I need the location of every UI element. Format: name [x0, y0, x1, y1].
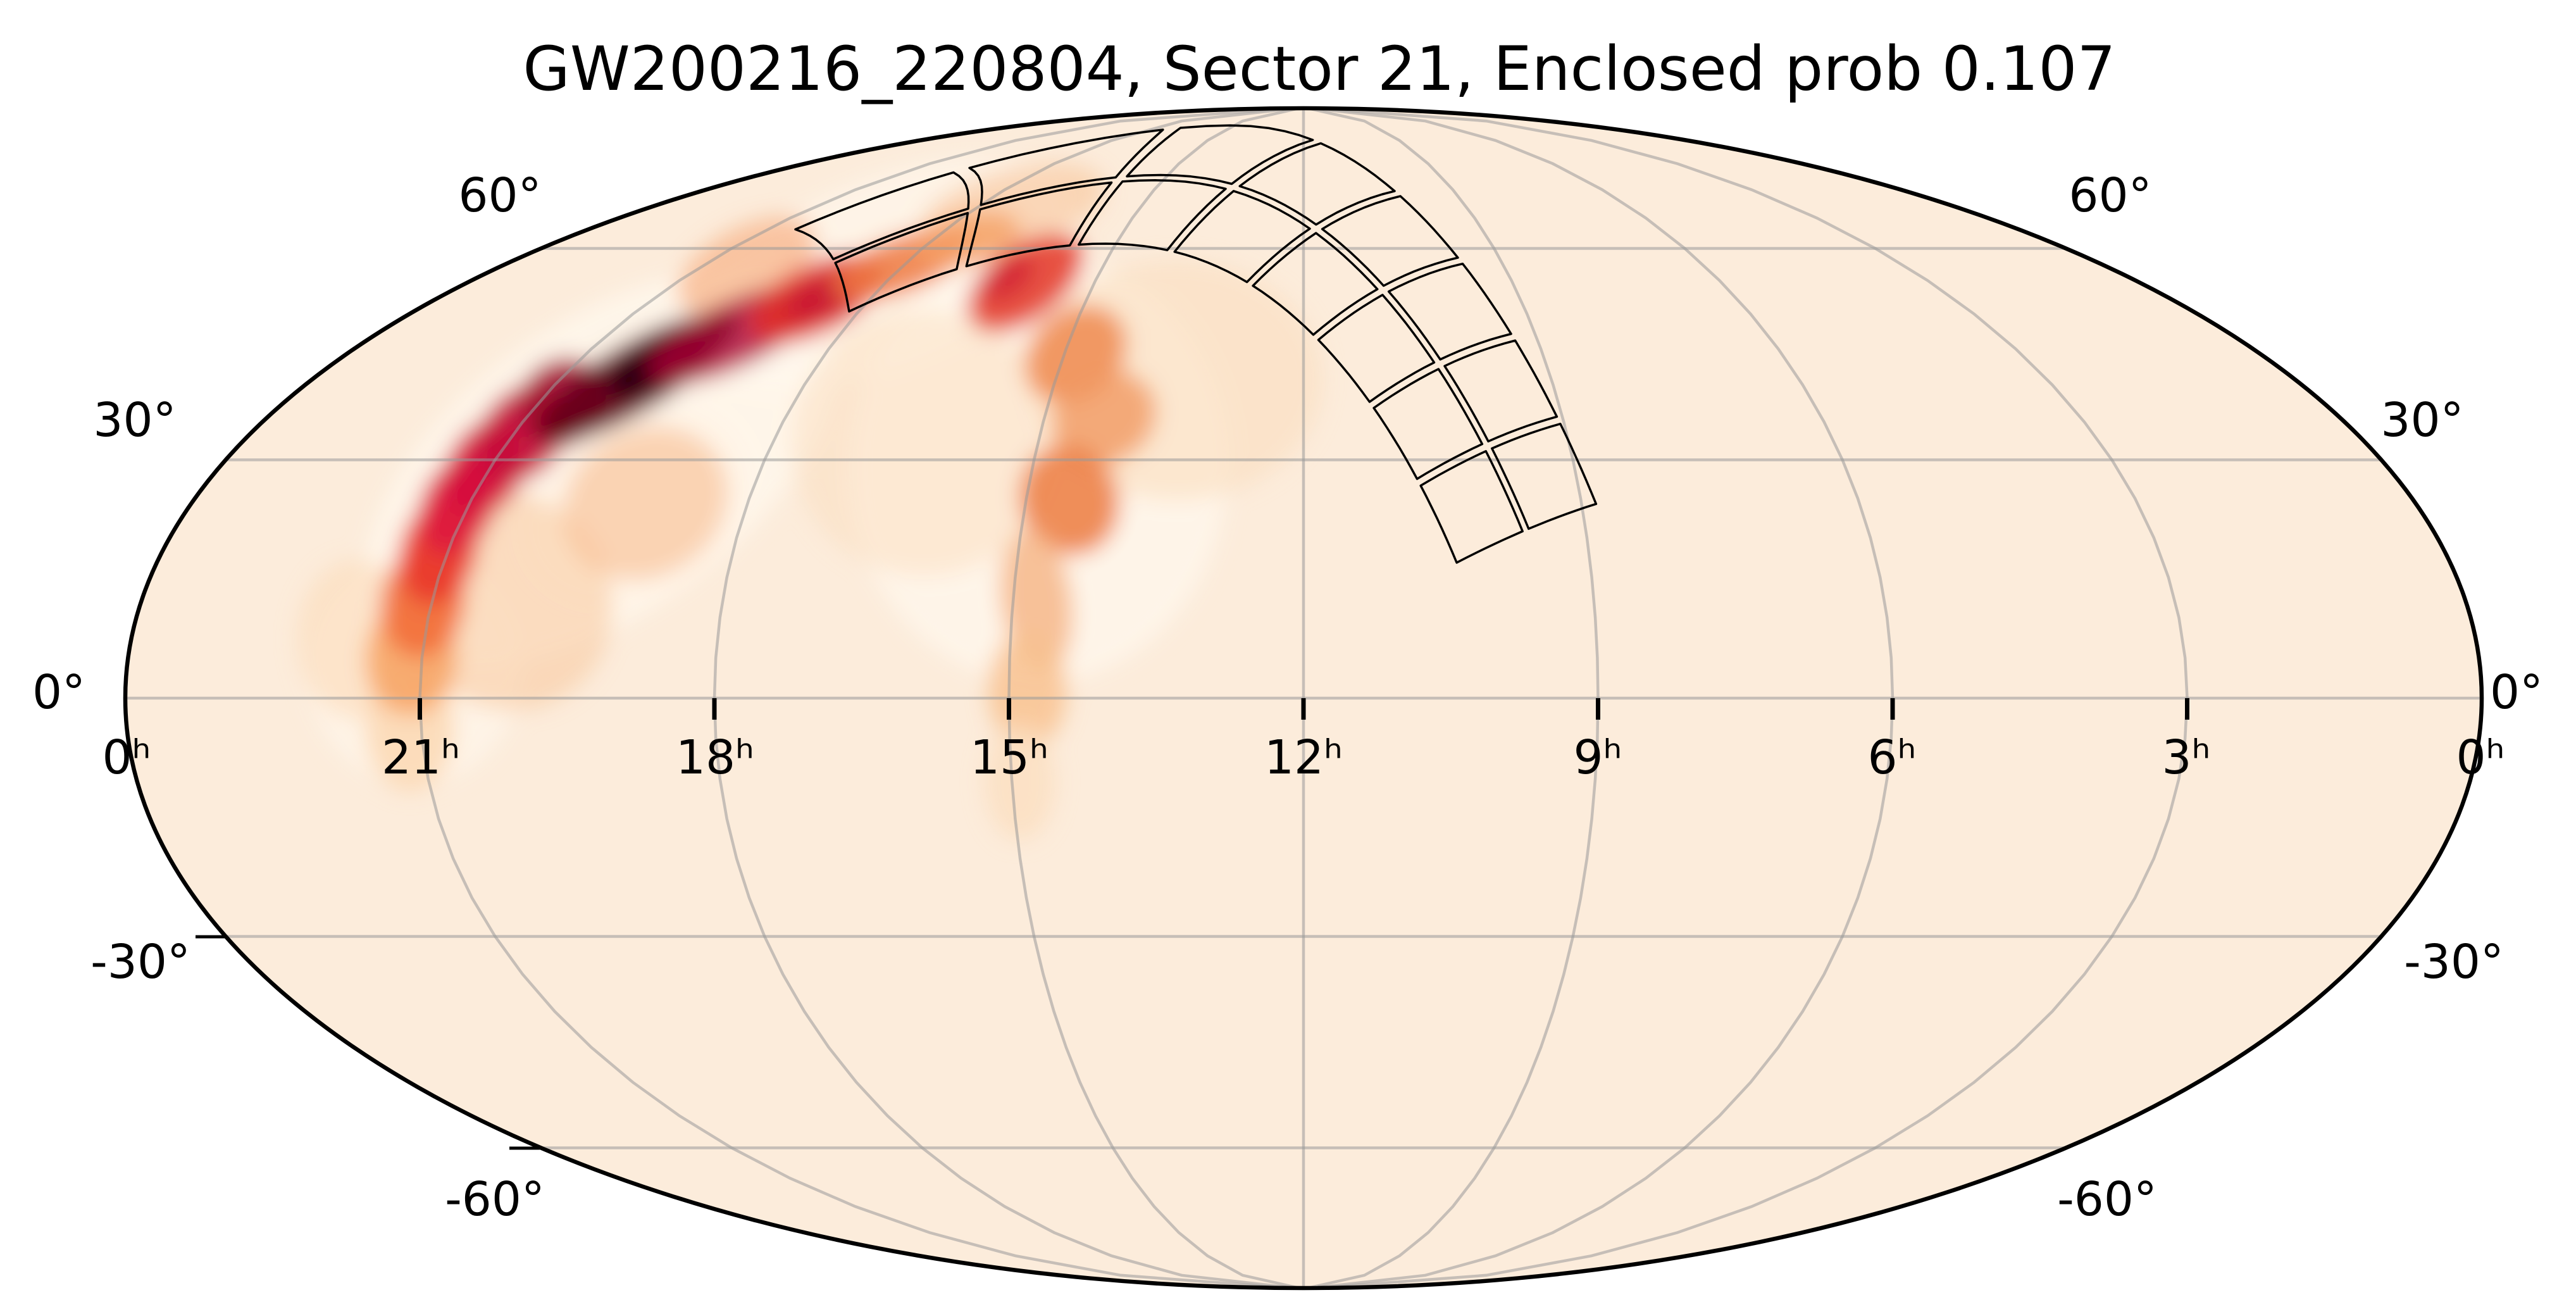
probability-blob — [677, 216, 816, 315]
probability-blob — [985, 723, 1055, 840]
footprint-ccd-cell — [1252, 232, 1379, 336]
probability-blob — [1019, 444, 1120, 556]
probability-blob — [563, 427, 728, 580]
probability-blob — [791, 310, 1057, 576]
sector-footprint-layer — [794, 124, 1598, 564]
ra-label-21h: 21ʰ — [382, 730, 460, 785]
footprint-ccd-cell — [965, 181, 1113, 268]
dec-label-right-m60: -60° — [2057, 1172, 2157, 1227]
probability-blob — [915, 211, 1021, 267]
ra-label-0h-left: 0ʰ — [103, 730, 151, 785]
ra-label-6h: 6ʰ — [1868, 730, 1917, 785]
footprint-ccd-cell — [1372, 368, 1484, 480]
dec-label-right-30: 30° — [2380, 393, 2463, 447]
footprint-ccd-cell — [1126, 124, 1314, 185]
ra-label-0h-right: 0ʰ — [2456, 730, 2505, 785]
ra-label-9h: 9ʰ — [1574, 730, 1622, 785]
probability-blob — [980, 254, 1035, 301]
footprint-ccd-cell — [1419, 450, 1524, 564]
dec-label-left-m30: -30° — [90, 935, 190, 989]
footprint-ccd-cell — [968, 128, 1164, 206]
footprint-ccd-cell — [834, 211, 969, 313]
footprint-ccd-cell — [1173, 190, 1311, 284]
dec-label-right-0: 0° — [2490, 665, 2543, 720]
dec-label-left-30: 30° — [93, 393, 176, 447]
dec-label-left-60: 60° — [458, 168, 541, 223]
footprint-ccd-cell — [1387, 262, 1512, 361]
footprint-ccd-cell — [1317, 294, 1436, 403]
ra-label-18h: 18ʰ — [676, 730, 754, 785]
tick-marks-layer — [196, 698, 2189, 1150]
chart-title: GW200216_220804, Sector 21, Enclosed pro… — [523, 34, 2115, 104]
footprint-ccd-cell — [1321, 195, 1459, 287]
ra-label-15h: 15ʰ — [970, 730, 1048, 785]
dec-label-left-0: 0° — [32, 665, 85, 720]
ra-label-12h: 12ʰ — [1264, 730, 1343, 785]
map-outline — [123, 106, 2484, 1291]
dec-label-right-m30: -30° — [2404, 935, 2504, 989]
footprint-ccd-cell — [1443, 339, 1559, 443]
footprint-ccd-cell — [1238, 142, 1396, 226]
probability-blob — [1052, 370, 1157, 466]
footprint-ccd-cell — [794, 171, 970, 261]
dec-label-right-60: 60° — [2069, 168, 2151, 223]
footprint-ccd-cell — [1491, 422, 1598, 530]
footprint-ccd-cell — [1078, 179, 1227, 251]
ra-label-3h: 3ʰ — [2162, 730, 2211, 785]
dec-label-left-m60: -60° — [445, 1172, 545, 1227]
